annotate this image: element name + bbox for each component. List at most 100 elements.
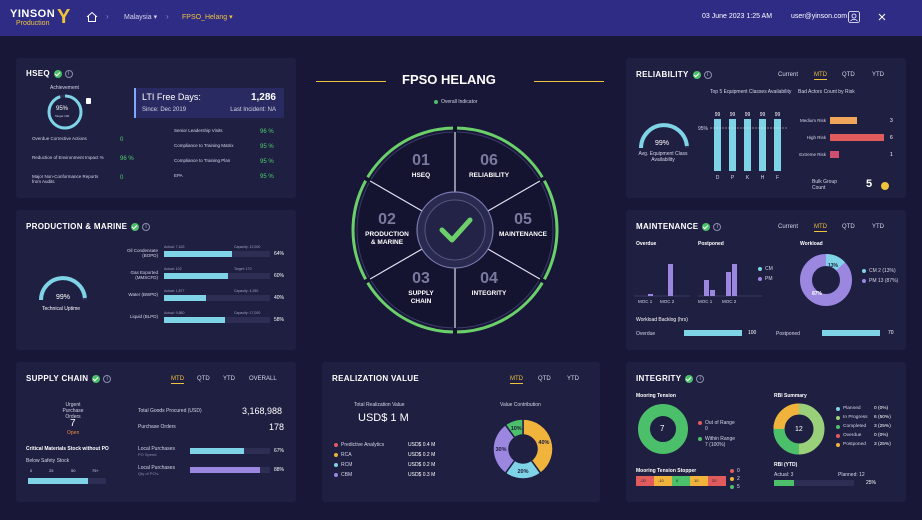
production-row-track (164, 295, 270, 301)
segment-number: 06 (480, 152, 498, 169)
center-header: FPSO HELANG (316, 72, 604, 88)
check-icon (692, 70, 701, 79)
local2-bar (190, 467, 260, 473)
realization-item-value: USD$ 0.2 M (408, 452, 436, 458)
mooring-label: Mooring Tension (636, 393, 676, 399)
overdue-postponed-bars (634, 264, 762, 297)
availability-gauge (639, 123, 689, 149)
mooring-value: 7 (660, 424, 665, 433)
tab-qtd[interactable]: QTD (842, 72, 855, 78)
top-bar: YINSON Production Y › Malaysia ▾ › FPSO_… (0, 0, 922, 36)
segment-label: MAINTENANCE (499, 231, 548, 238)
bars-axis-label: 95% (698, 126, 709, 132)
within-range: Within Range (698, 436, 735, 442)
production-row-target: Capacity: 17,000 (234, 311, 261, 315)
rbi-item-label: Planned (843, 406, 861, 411)
risk-bar (830, 117, 857, 124)
realization-dot (334, 473, 338, 477)
info-icon[interactable]: i (703, 70, 712, 79)
scale-tick: 75+ (92, 468, 99, 473)
hseq-right-value: 95 % (260, 159, 274, 165)
tab-current[interactable]: Current (778, 224, 799, 230)
info-icon[interactable]: i (696, 374, 705, 383)
rbi-dot (836, 434, 840, 438)
rbi-item-value: 3 (25%) (874, 442, 891, 447)
backlog-postponed-label: Postponed (776, 331, 800, 337)
info-icon[interactable]: i (142, 222, 151, 231)
hseq-right-label: Compliance to Training Plan (174, 158, 231, 163)
info-icon[interactable]: i (64, 69, 73, 78)
rbi-dot (836, 425, 840, 429)
realization-dot (334, 443, 338, 447)
stopper-tick: -10 (658, 478, 664, 483)
close-icon[interactable] (876, 11, 888, 23)
home-icon[interactable] (86, 11, 98, 23)
out-of-range-value: 0 (705, 426, 708, 432)
rbi-actual: Actual: 3 (774, 472, 794, 478)
tab-ytd[interactable]: YTD (567, 376, 579, 382)
production-row-actual: Actual: 102 (164, 267, 182, 271)
hseq-title: HSEQ i (26, 69, 73, 78)
bar-category: P (731, 175, 735, 180)
breadcrumb-country[interactable]: Malaysia ▾ (124, 14, 158, 21)
rbi-item-label: In Progress (843, 415, 868, 420)
overdue-cat: MOC 1 (638, 299, 653, 304)
po-label: Purchase Orders (138, 424, 176, 430)
tab-qtd[interactable]: QTD (842, 224, 855, 230)
tab-ytd[interactable]: YTD (872, 72, 884, 78)
segment-label: HSEQ (412, 172, 430, 179)
goods-value: 3,168,988 (242, 406, 283, 416)
overall-wheel: 01 HSEQ 06 RELIABILITY 05 MAINTENANCE 04 INTEGR… (351, 126, 559, 334)
achievement-target: Target 100 (55, 114, 70, 118)
production-row-target: Target: 170 (234, 267, 252, 271)
tab-qtd[interactable]: QTD (538, 376, 551, 382)
user-icon[interactable] (848, 11, 860, 23)
check-icon (131, 222, 140, 231)
tab-mtd[interactable]: MTD (510, 376, 523, 384)
scale-tick: 0 (30, 468, 33, 473)
mooring-donut (638, 404, 688, 454)
hseq-left-value: 0 (120, 137, 124, 143)
rbi-ytd-bar (774, 480, 794, 486)
risk-bar (830, 151, 840, 158)
top5-bar-chart: 99 D 99 P 99 K 99 H 99 F (710, 112, 788, 180)
backlog-postponed-bar (822, 330, 880, 336)
rbi-item-label: Overdue (843, 433, 862, 438)
tab-mtd[interactable]: MTD (814, 72, 827, 80)
info-icon[interactable]: i (713, 222, 722, 231)
postponed-cat: MOC 1 (698, 299, 713, 304)
tab-ytd[interactable]: YTD (872, 224, 884, 230)
legend-cm: CM (758, 266, 773, 272)
stopper-tick: -20 (640, 478, 646, 483)
backlog-label: Workload Backlog (hrs) (636, 317, 688, 323)
wheel-divider-line (487, 248, 541, 280)
hseq-left-label: Overdue Corrective Actions (32, 136, 87, 141)
bar-category: F (776, 175, 779, 180)
realization-item-label: Predictive Analytics (341, 442, 385, 448)
info-icon[interactable]: i (103, 374, 112, 383)
tab-overall[interactable]: OVERALL (249, 376, 277, 382)
breadcrumb-asset[interactable]: FPSO_Helang ▾ (182, 14, 233, 21)
rbi-ytd-pct: 25% (866, 480, 877, 486)
lti-last: Last Incident: NA (230, 107, 276, 113)
local2-pct: 88% (274, 467, 285, 473)
out-of-range: Out of Range (698, 420, 735, 426)
yinson-logo[interactable]: YINSON Production Y (10, 6, 72, 32)
tab-mtd[interactable]: MTD (171, 376, 184, 384)
overdue-label: Overdue (636, 241, 657, 247)
bar-category: K (746, 175, 750, 180)
tab-qtd[interactable]: QTD (197, 376, 210, 382)
segment-number: 03 (412, 270, 430, 287)
breadcrumb-separator: › (106, 12, 109, 21)
production-row-target: Capacity: 4,250 (234, 289, 259, 293)
bar-value: 99 (715, 112, 721, 118)
tab-mtd[interactable]: MTD (814, 224, 827, 232)
tab-ytd[interactable]: YTD (223, 376, 235, 382)
wheel-divider-line (369, 180, 423, 212)
scale-tick: 50 (71, 468, 76, 473)
realization-item-label: RCM (341, 462, 353, 468)
tab-current[interactable]: Current (778, 72, 799, 78)
within-range-value: 7 (100%) (705, 442, 726, 448)
realization-dot (334, 453, 338, 457)
segment-label: INTEGRITY (472, 290, 507, 297)
